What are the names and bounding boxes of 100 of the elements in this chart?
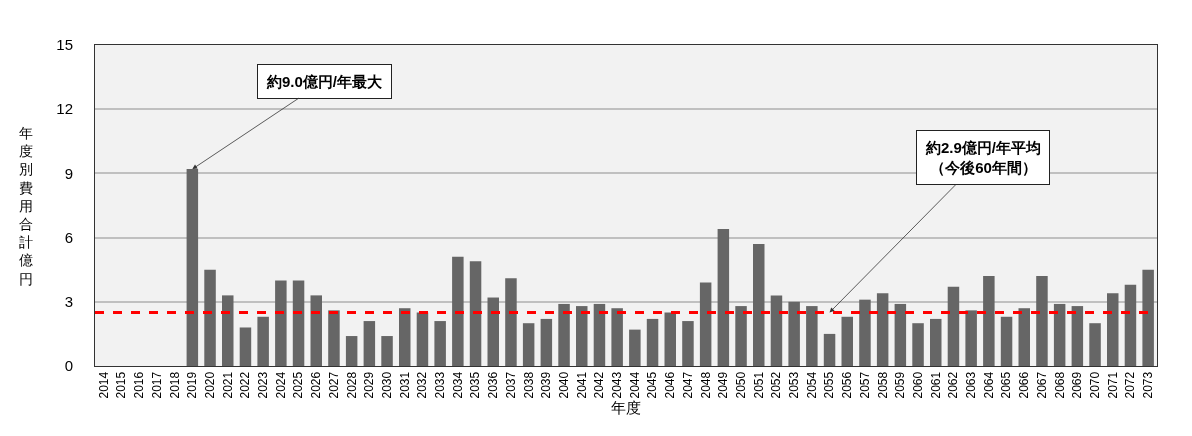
bar [912, 323, 924, 366]
x-tick-label: 2068 [1052, 371, 1067, 399]
bar [894, 303, 907, 366]
x-tick-label: 2041 [574, 371, 589, 399]
bar [1089, 323, 1101, 366]
x-tick-label: 2025 [291, 371, 306, 399]
bar [186, 169, 199, 366]
x-tick-label: 2064 [981, 371, 996, 399]
x-tick-label: 2048 [698, 371, 713, 399]
bar [859, 299, 871, 366]
x-tick-label: 2072 [1123, 371, 1138, 399]
y-tick-label: 6 [64, 228, 73, 246]
annotation: 約2.9億円/年平均（今後60年間） [925, 139, 1042, 176]
x-tick-label: 2015 [114, 371, 129, 399]
bar [1053, 303, 1066, 366]
x-tick-label: 2040 [556, 371, 571, 399]
bar [788, 301, 800, 366]
bar [735, 306, 747, 366]
x-tick-label: 2058 [875, 371, 890, 399]
bar [1036, 276, 1048, 366]
x-tick-label: 2070 [1087, 371, 1102, 399]
x-tick-label: 2059 [893, 371, 908, 399]
x-axis-title: 年度 [611, 398, 641, 416]
x-tick-label: 2060 [910, 371, 925, 399]
y-tick-label: 9 [64, 164, 73, 182]
x-tick-label: 2036 [486, 371, 501, 399]
bar [292, 280, 305, 366]
x-tick-label: 2021 [220, 371, 235, 399]
annotation: 約9.0億円/年最大 [266, 73, 384, 90]
bar [593, 303, 606, 366]
bar [222, 295, 234, 366]
x-tick-label: 2056 [840, 371, 855, 399]
x-tick-label: 2016 [132, 371, 147, 399]
bar [239, 327, 252, 366]
bar [806, 306, 818, 366]
x-tick-label: 2063 [964, 371, 979, 399]
bar [257, 316, 269, 366]
x-tick-label: 2029 [362, 371, 377, 399]
y-tick-label: 12 [56, 100, 73, 118]
x-tick-label: 2014 [96, 371, 111, 399]
bar [540, 318, 553, 366]
y-tick-label: 3 [64, 293, 73, 311]
bar [434, 321, 446, 366]
x-tick-label: 2020 [202, 371, 217, 399]
bar [363, 321, 376, 366]
bar [770, 295, 783, 366]
x-tick-label: 2024 [273, 371, 288, 399]
x-tick-label: 2026 [309, 371, 324, 399]
x-tick-label: 2028 [344, 371, 359, 399]
x-tick-label: 2052 [769, 371, 784, 399]
x-tick-label: 2018 [167, 371, 182, 399]
x-tick-label: 2038 [521, 371, 536, 399]
x-tick-label: 2039 [539, 371, 554, 399]
x-tick-label: 2043 [610, 371, 625, 399]
bar [965, 310, 977, 366]
x-tick-label: 2042 [592, 371, 607, 399]
x-tick-label: 2033 [433, 371, 448, 399]
bar [664, 312, 676, 366]
x-tick-label: 2055 [822, 371, 837, 399]
x-tick-label: 2062 [946, 371, 961, 399]
bar [345, 336, 358, 366]
x-tick-label: 2066 [1017, 371, 1032, 399]
x-tick-label: 2044 [627, 371, 642, 399]
x-tick-label: 2027 [326, 371, 341, 399]
bar [399, 308, 411, 366]
x-tick-label: 2053 [787, 371, 802, 399]
bar [1107, 293, 1119, 366]
bar [469, 261, 482, 366]
x-tick-label: 2065 [999, 371, 1014, 399]
x-tick-label: 2035 [468, 371, 483, 399]
bar [699, 282, 712, 366]
x-tick-label: 2030 [379, 371, 394, 399]
x-tick-label: 2047 [680, 371, 695, 399]
x-tick-label: 2031 [397, 371, 412, 399]
x-tick-label: 2051 [751, 371, 766, 399]
x-tick-label: 2046 [663, 371, 678, 399]
x-tick-label: 2061 [928, 371, 943, 399]
bar [1000, 316, 1013, 366]
x-tick-label: 2037 [503, 371, 518, 399]
x-tick-label: 2019 [185, 371, 200, 399]
bar [753, 244, 765, 366]
bar [646, 318, 659, 366]
bar [947, 286, 960, 366]
y-tick-label: 15 [56, 36, 73, 54]
x-tick-label: 2071 [1105, 371, 1120, 399]
bar [558, 303, 570, 366]
x-tick-label: 2045 [645, 371, 660, 399]
bar [876, 293, 889, 366]
x-tick-label: 2057 [857, 371, 872, 399]
bar [629, 329, 641, 366]
bar [416, 312, 429, 366]
bar [487, 297, 499, 366]
bar [983, 276, 995, 366]
bar [275, 280, 287, 366]
bar [682, 321, 694, 366]
x-tick-label: 2069 [1070, 371, 1085, 399]
bar [717, 229, 730, 366]
x-tick-label: 2073 [1141, 371, 1156, 399]
x-tick-label: 2050 [733, 371, 748, 399]
bar [522, 323, 535, 366]
